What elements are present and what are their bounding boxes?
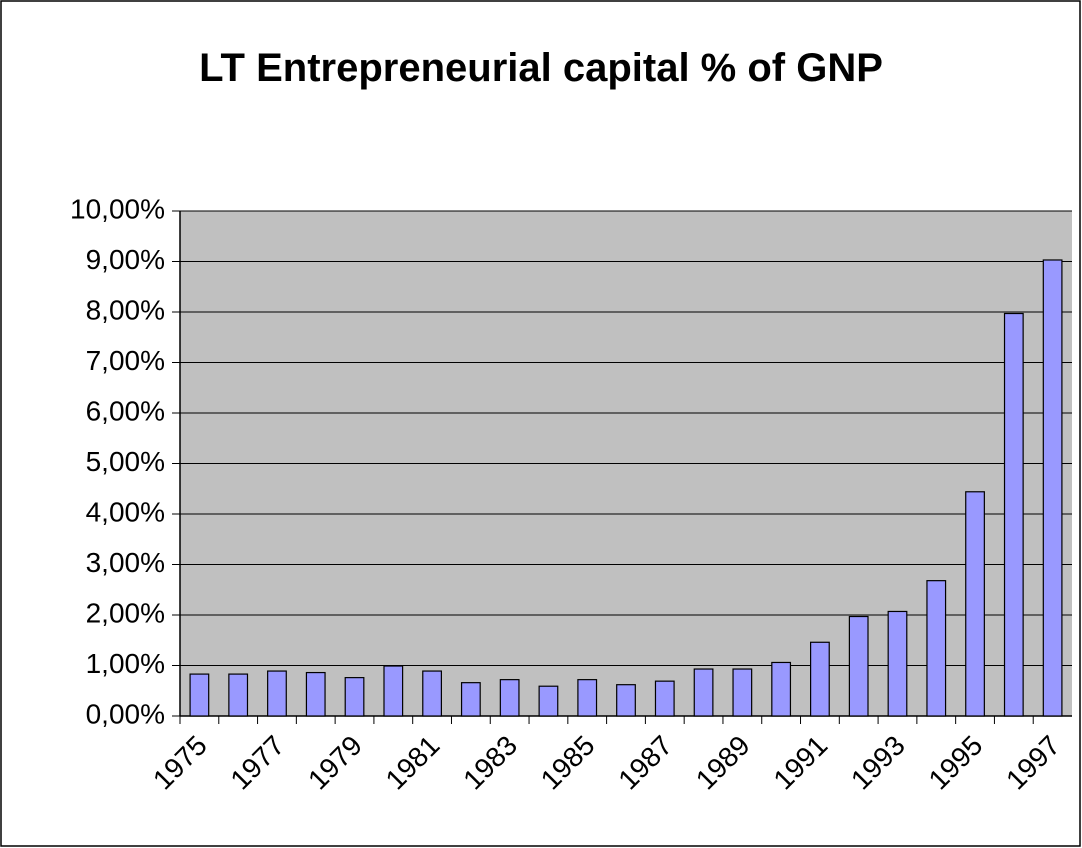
- y-tick-label: 0,00%: [86, 698, 165, 729]
- y-tick-label: 3,00%: [86, 547, 165, 578]
- bar: [771, 661, 792, 717]
- bar: [460, 682, 481, 717]
- bar: [305, 671, 326, 717]
- bar: [383, 665, 404, 717]
- bar: [654, 680, 675, 717]
- y-tick-label: 8,00%: [86, 294, 165, 325]
- bar: [228, 673, 249, 717]
- bar: [965, 491, 985, 717]
- bar: [344, 677, 365, 717]
- y-tick-label: 1,00%: [86, 648, 165, 679]
- bar: [538, 685, 559, 717]
- y-tick-label: 2,00%: [86, 597, 165, 628]
- bar: [848, 615, 869, 717]
- y-tick-label: 4,00%: [86, 496, 165, 527]
- bar: [693, 668, 714, 717]
- bar: [1042, 259, 1063, 717]
- chart-title: LT Entrepreneurial capital % of GNP: [199, 46, 883, 90]
- bar: [810, 641, 830, 717]
- bar: [577, 679, 598, 717]
- bar: [887, 610, 908, 717]
- bar: [616, 684, 636, 717]
- y-tick-label: 6,00%: [86, 395, 165, 426]
- y-tick-label: 10,00%: [70, 193, 165, 224]
- bar: [267, 670, 287, 717]
- bar: [422, 670, 442, 717]
- y-tick-label: 9,00%: [86, 244, 165, 275]
- y-tick-label: 5,00%: [86, 446, 165, 477]
- bar: [189, 673, 210, 717]
- bar: [1003, 312, 1024, 717]
- bar: [732, 668, 753, 717]
- bar: [499, 679, 520, 717]
- bar: [926, 580, 947, 717]
- y-tick-label: 7,00%: [86, 345, 165, 376]
